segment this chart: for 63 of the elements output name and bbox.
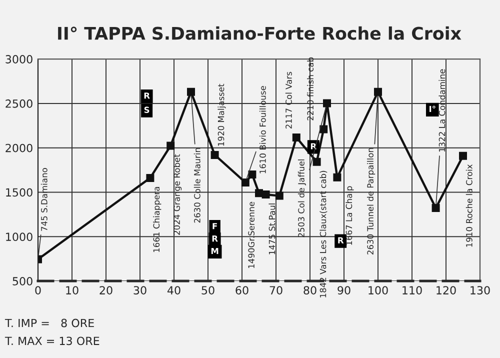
- point: [187, 88, 195, 96]
- point: [166, 142, 175, 150]
- annotation: 2024 Grange Robet: [174, 154, 182, 235]
- annotation: 1322 La Condamine: [438, 69, 446, 152]
- point: [374, 88, 382, 96]
- annotation: 2630 Tunnel de Parpaillon: [367, 148, 376, 254]
- point: [255, 189, 263, 198]
- point: [292, 133, 300, 142]
- x-tick-label: 40: [167, 286, 180, 294]
- x-tick-label: 20: [100, 286, 112, 294]
- point: [262, 190, 270, 198]
- point: [312, 158, 321, 166]
- point: [146, 174, 154, 182]
- annotation: F: [212, 223, 217, 230]
- point: [320, 125, 328, 134]
- annotation: 1920 Maljasset: [218, 84, 226, 146]
- x-tick-label: 50: [202, 286, 214, 294]
- x-tick-label: 30: [134, 286, 146, 294]
- text: T. MAX = 13 ORE: [4, 336, 100, 346]
- annotation: R: [144, 92, 150, 99]
- annotation: R: [310, 143, 316, 150]
- annotation: 1610 Bivio Fouillouse: [259, 86, 266, 174]
- annotation: 1667 La Chalp: [346, 186, 354, 245]
- chart-title: II° TAPPA S.Damiano-Forte Roche la Croix: [58, 26, 462, 40]
- y-tick-label: 2500: [6, 99, 32, 108]
- annotation: 2117 Col Vars: [285, 72, 292, 129]
- x-tick-label: 60: [236, 286, 248, 294]
- point: [210, 150, 219, 159]
- y-tick-label: 500: [12, 277, 32, 286]
- annotation: 2630 Colle Maurin: [194, 148, 200, 223]
- annotation: 745 S.Damiano: [40, 168, 48, 231]
- annotation: 2503 Col de Jaffuel: [298, 160, 306, 238]
- point: [248, 170, 256, 178]
- annotation: I°: [430, 106, 436, 112]
- annotation: R: [338, 237, 344, 244]
- x-tick-label: 100: [368, 286, 388, 294]
- point: [275, 192, 284, 200]
- y-tick-label: 1000: [6, 232, 32, 242]
- annotation: 1490Gr.Serenne: [248, 202, 254, 268]
- x-tick-label: 90: [338, 286, 350, 294]
- annotation: M: [211, 248, 218, 254]
- annotation: S: [144, 106, 150, 113]
- y-tick-label: 2000: [6, 144, 32, 152]
- y-tick-label: 1500: [6, 188, 32, 197]
- x-tick-label: 80: [304, 286, 316, 294]
- point: [459, 152, 467, 160]
- x-tick-label: 110: [402, 286, 422, 294]
- x-tick-label: 10: [66, 286, 78, 294]
- annotation: R: [212, 236, 218, 242]
- text: T. IMP = 8 ORE: [4, 318, 94, 328]
- x-tick-label: 0: [35, 286, 41, 294]
- point: [323, 99, 331, 108]
- y-tick-label: 3000: [6, 55, 32, 64]
- annotation: 1475 St.Paul: [268, 204, 276, 254]
- point: [432, 204, 440, 212]
- x-tick-label: 130: [470, 286, 490, 294]
- annotation: 1842 Vars Les Claux(start cab): [320, 170, 328, 298]
- point: [241, 178, 250, 186]
- annotation: 1910 Roche la Croix: [466, 164, 472, 247]
- annotation: 1661 Chiappera: [153, 187, 162, 252]
- x-tick-label: 120: [436, 286, 456, 294]
- point: [333, 173, 342, 182]
- x-tick-label: 70: [270, 286, 282, 294]
